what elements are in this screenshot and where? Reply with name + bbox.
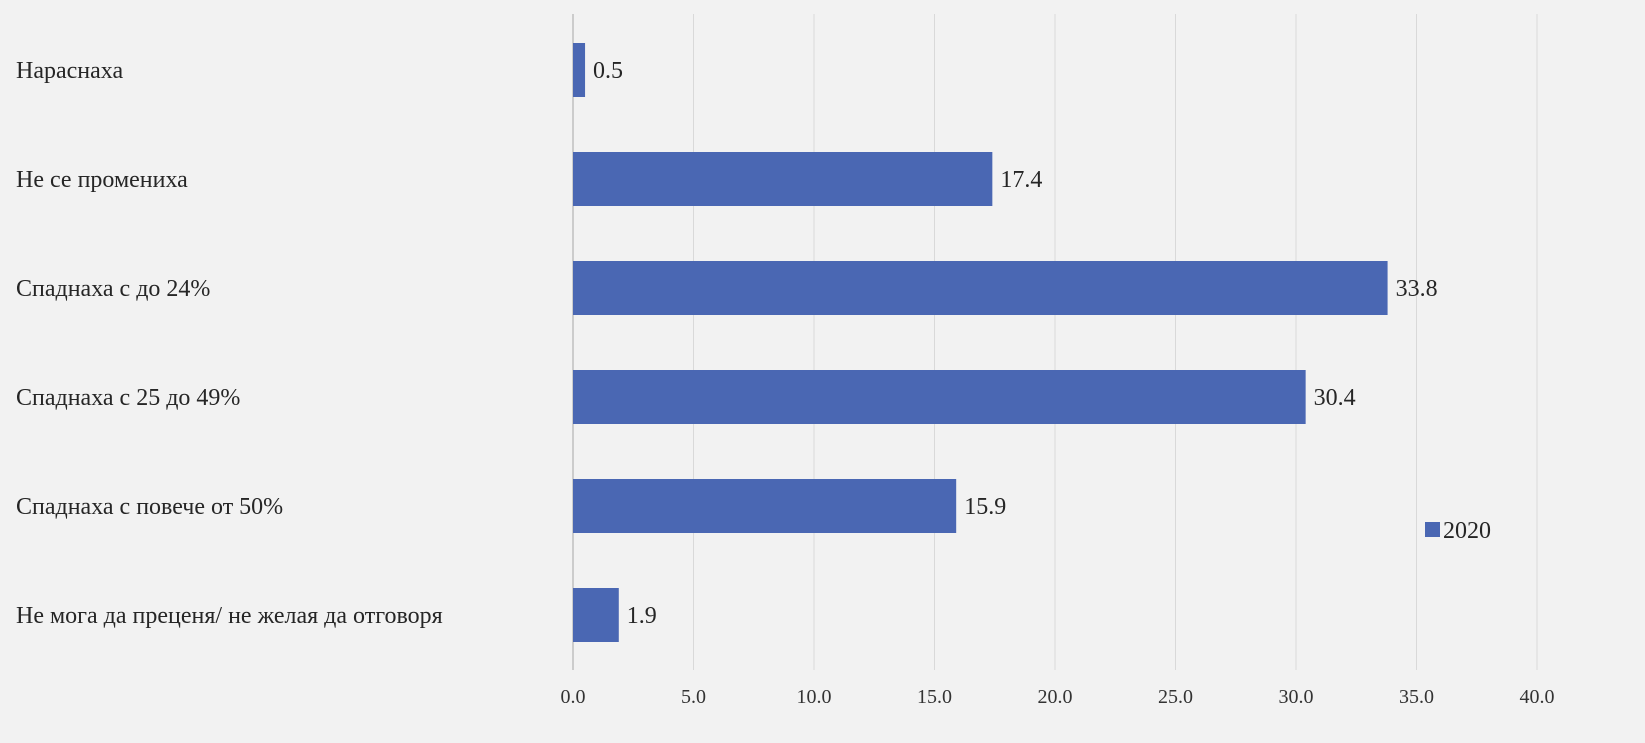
data-label: 15.9 (964, 494, 1006, 520)
bar (573, 152, 993, 206)
legend-label: 2020 (1443, 518, 1491, 544)
value-labels: 0.5 17.4 33.8 30.4 15.9 1.9 (593, 58, 1438, 629)
category-labels: Нараснаха Не се промениха Спаднаха с до 24… (16, 58, 443, 629)
data-label: 17.4 (1000, 167, 1042, 193)
category-label: Не мога да преценя/ не желая да отговоря (16, 603, 443, 629)
bar (573, 370, 1306, 424)
x-tick-label: 40.0 (1520, 686, 1555, 708)
bar (573, 479, 957, 533)
bar (573, 588, 619, 642)
legend: 2020 (1425, 518, 1491, 544)
data-label: 30.4 (1314, 385, 1356, 411)
data-label: 1.9 (627, 603, 657, 629)
bar (573, 261, 1388, 315)
x-tick-label: 25.0 (1158, 686, 1193, 708)
category-label: Спаднаха с до 24% (16, 276, 210, 302)
x-tick-label: 20.0 (1038, 686, 1073, 708)
bars (573, 43, 1388, 642)
x-tick-label: 15.0 (917, 686, 952, 708)
bar (573, 43, 586, 97)
category-label: Нараснаха (16, 58, 123, 84)
x-tick-label: 10.0 (797, 686, 832, 708)
gridlines (572, 14, 1538, 670)
x-tick-label: 0.0 (561, 686, 586, 708)
category-label: Спаднаха с 25 до 49% (16, 385, 240, 411)
data-label: 33.8 (1396, 276, 1438, 302)
category-label: Спаднаха с повече от 50% (16, 494, 283, 520)
x-axis-tick-labels: 0.0 5.0 10.0 15.0 20.0 25.0 30.0 35.0 40.0 (561, 686, 1555, 708)
legend-swatch (1425, 522, 1440, 537)
x-tick-label: 30.0 (1279, 686, 1314, 708)
x-tick-label: 5.0 (681, 686, 706, 708)
category-label: Не се промениха (16, 167, 188, 193)
data-label: 0.5 (593, 58, 623, 84)
x-tick-label: 35.0 (1399, 686, 1434, 708)
